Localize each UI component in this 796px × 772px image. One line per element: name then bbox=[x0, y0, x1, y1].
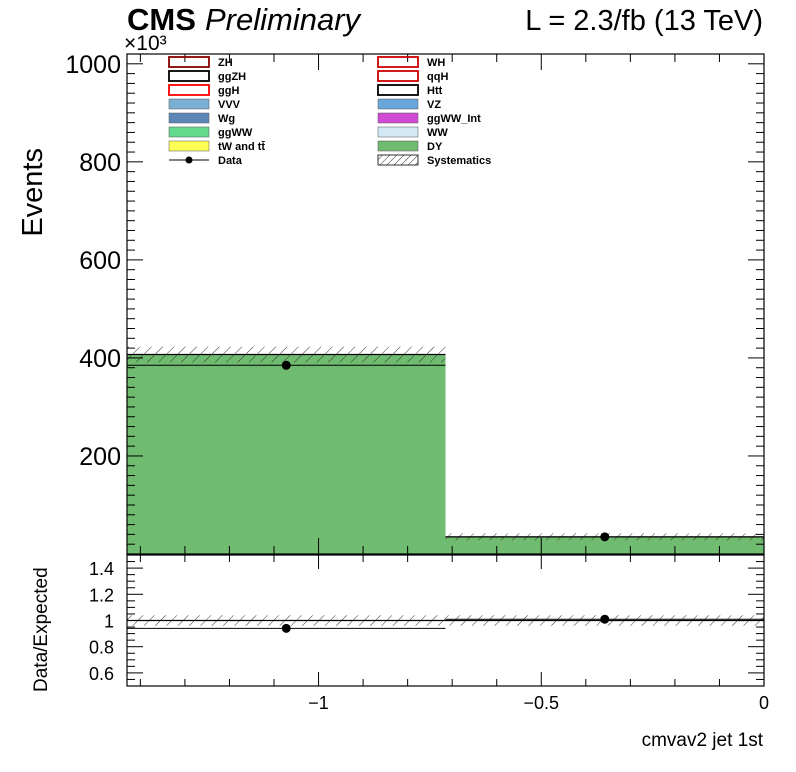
data-point bbox=[600, 532, 610, 542]
y-tick-label: 400 bbox=[79, 345, 121, 373]
ratio-data-point bbox=[281, 623, 291, 633]
legend-swatch bbox=[377, 84, 419, 96]
main-frame bbox=[126, 53, 765, 555]
legend-label: VZ bbox=[427, 99, 441, 111]
legend-label: VVV bbox=[218, 99, 241, 111]
legend-swatch bbox=[168, 70, 210, 82]
legend-label: WH bbox=[427, 57, 445, 69]
main-y-axis-title: Events bbox=[17, 148, 49, 237]
legend-entry: DY bbox=[377, 140, 443, 153]
legend-label: ggWW_Int bbox=[427, 113, 481, 125]
legend-entry: Htt bbox=[377, 84, 443, 97]
legend-label: qqH bbox=[427, 71, 448, 83]
legend-swatch bbox=[168, 56, 210, 68]
ratio-y-tick-label: 1.4 bbox=[89, 559, 114, 579]
ratio-y-tick-label: 1.2 bbox=[89, 585, 114, 605]
legend-label: tW and tt̄ bbox=[218, 141, 265, 153]
legend-swatch bbox=[168, 126, 210, 138]
ratio-y-tick-label: 1 bbox=[104, 612, 114, 632]
legend-entry: WW bbox=[377, 126, 448, 139]
x-tick-label: −1 bbox=[308, 693, 329, 713]
y-axis-exponent: ×10³ bbox=[124, 32, 167, 55]
legend-entry: ggWW_Int bbox=[377, 112, 481, 125]
legend-entry: ggZH bbox=[168, 70, 246, 83]
legend-swatch bbox=[377, 126, 419, 138]
legend-label: Wg bbox=[218, 113, 235, 125]
status-label: Preliminary bbox=[205, 2, 363, 37]
ratio-y-tick-label: 0.8 bbox=[89, 638, 114, 658]
legend-swatch bbox=[377, 140, 419, 152]
legend-marker bbox=[185, 156, 193, 164]
legend-swatch bbox=[377, 98, 419, 110]
legend-entry: ggH bbox=[168, 84, 239, 97]
legend-entry: qqH bbox=[377, 70, 448, 83]
legend-entry: WH bbox=[377, 56, 445, 69]
ratio-data-point bbox=[600, 614, 610, 624]
dy-bar bbox=[127, 354, 446, 554]
legend-entry: ggWW bbox=[168, 126, 253, 139]
y-tick-label: 1000 bbox=[65, 51, 121, 79]
ratio-panel: 0.6 0.8 1 1.2 1.4 −1 −0.5 0 Data/Expected cmvav… bbox=[31, 554, 769, 751]
legend-swatch bbox=[168, 98, 210, 110]
legend-entry: ZH bbox=[168, 56, 233, 69]
legend-label: Data bbox=[218, 155, 243, 167]
legend-swatch bbox=[168, 112, 210, 124]
x-tick-label: −0.5 bbox=[523, 693, 559, 713]
systematics-band bbox=[127, 346, 446, 363]
luminosity-label: L = 2.3/fb (13 TeV) bbox=[525, 5, 763, 37]
ratio-y-axis-title: Data/Expected bbox=[31, 567, 52, 692]
legend-label: WW bbox=[427, 127, 448, 139]
y-tick-label: 600 bbox=[79, 247, 121, 275]
legend-entry: VVV bbox=[168, 98, 241, 111]
ratio-y-tick-label: 0.6 bbox=[89, 664, 114, 684]
legend-label: Systematics bbox=[427, 155, 491, 167]
legend-entry: Wg bbox=[168, 112, 235, 125]
legend-entry: tW and tt̄ bbox=[168, 140, 265, 153]
data-point bbox=[281, 360, 291, 370]
legend-swatch bbox=[377, 112, 419, 124]
dy-bar bbox=[445, 536, 764, 554]
legend-swatch bbox=[168, 84, 210, 96]
legend: ZH WH ggZH qqH ggH Htt VVV VZ Wg ggWW_Int ggWW WW tW… bbox=[168, 56, 491, 167]
legend-entry: Systematics bbox=[377, 154, 491, 167]
legend-entry: VZ bbox=[377, 98, 441, 111]
y-tick-label: 800 bbox=[79, 149, 121, 177]
legend-entry: Data bbox=[169, 155, 243, 167]
legend-swatch bbox=[377, 56, 419, 68]
y-tick-label: 200 bbox=[79, 443, 121, 471]
legend-label: ZH bbox=[218, 57, 233, 69]
legend-swatch bbox=[377, 154, 419, 166]
experiment-label: CMS bbox=[127, 2, 196, 37]
main-panel: 200 400 600 800 1000 ×10³ Events ZH WH ggZH qqH… bbox=[17, 32, 765, 555]
legend-label: ggWW bbox=[218, 127, 253, 139]
legend-label: ggZH bbox=[218, 71, 246, 83]
x-tick-label: 0 bbox=[759, 693, 769, 713]
legend-label: DY bbox=[427, 141, 443, 153]
legend-label: Htt bbox=[427, 85, 443, 97]
legend-label: ggH bbox=[218, 85, 239, 97]
legend-swatch bbox=[377, 70, 419, 82]
x-axis-title: cmvav2 jet 1st bbox=[642, 730, 764, 751]
legend-swatch bbox=[168, 140, 210, 152]
